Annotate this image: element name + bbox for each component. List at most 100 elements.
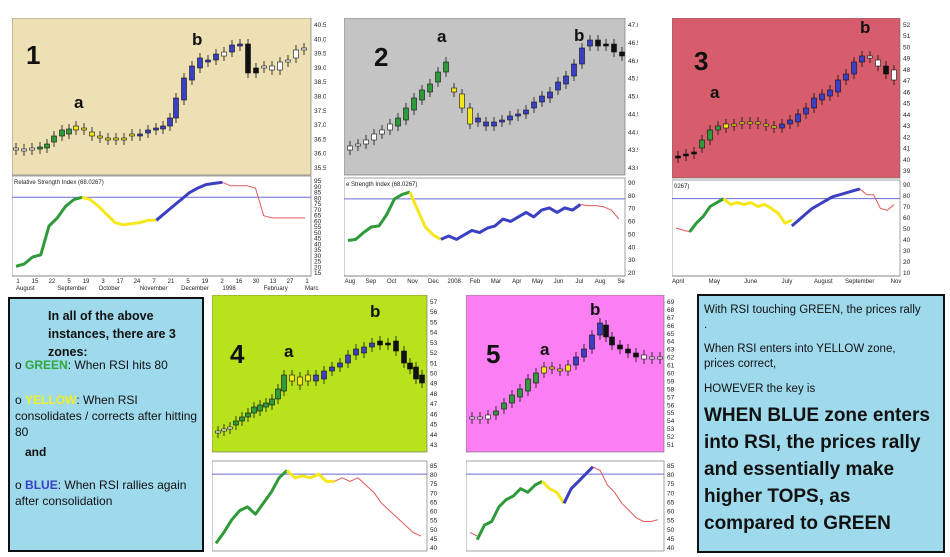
price-tick-label: 59 — [667, 378, 675, 385]
rsi-tick-label: 20 — [903, 259, 911, 266]
rsi-tick-label: 45 — [430, 536, 438, 543]
rsi-series-yellow — [408, 191, 442, 241]
candle-body — [649, 356, 655, 360]
price-tick-label: 65 — [667, 331, 675, 338]
panel-number-label: 4 — [230, 339, 245, 369]
x-tick-label: Oct — [387, 279, 397, 285]
candle-body — [345, 354, 351, 364]
candle-body — [563, 75, 569, 85]
price-tick-label: 41 — [903, 146, 911, 153]
x-month-label: August — [16, 286, 35, 292]
rsi-series-green — [347, 190, 411, 242]
candle-body — [723, 123, 729, 129]
rsi-tick-label: 60 — [628, 219, 636, 226]
candle-body — [369, 342, 375, 348]
price-tick-label: 45 — [430, 422, 438, 429]
blue-word: BLUE — [25, 478, 58, 492]
candle-body — [160, 125, 166, 130]
x-tick-label: Nov — [891, 279, 902, 285]
price-tick-label: 39.5 — [314, 51, 326, 58]
candle-body — [747, 121, 753, 125]
candle-body — [763, 123, 769, 127]
candle-body — [387, 123, 393, 131]
rsi-tick-label: 75 — [667, 481, 675, 488]
x-tick-label: Dec — [428, 279, 439, 285]
candle-body — [467, 107, 473, 125]
candle-body — [221, 428, 227, 432]
candle-body — [427, 83, 433, 93]
x-month-label: February — [264, 286, 288, 292]
rsi-title: Relative Strength Index (68.0267) — [14, 180, 104, 186]
x-tick-label: 24 — [134, 279, 141, 285]
candle-body — [105, 137, 111, 141]
candle-body — [347, 145, 353, 151]
rsi-series-blue — [562, 465, 594, 504]
rsi-tick-label: 70 — [314, 207, 322, 214]
rsi-series-green — [15, 195, 83, 268]
candle-body — [587, 39, 593, 47]
chart-panel-2: 2 a b 47.0 46.5 46.0 45.5 45.0 44.5 44.0 43.5 43.0 9… — [344, 18, 638, 293]
rsi-tick-label: 70 — [903, 204, 911, 211]
rsi-tick-label: 50 — [628, 231, 636, 238]
price-tick-label: 36.0 — [314, 151, 326, 158]
candle-body — [891, 69, 897, 81]
candle-body — [277, 61, 283, 71]
candle-body — [555, 81, 561, 91]
price-tick-label: 46.0 — [628, 58, 638, 65]
rsi-series-blue — [440, 203, 582, 241]
candle-body — [293, 49, 299, 59]
x-tick-label: 13 — [270, 279, 277, 285]
price-tick-label: 52 — [430, 350, 438, 357]
candle-body — [581, 348, 587, 358]
candle-body — [541, 366, 547, 374]
candle-body — [843, 73, 849, 81]
zones-explanation-box: In all of the above instances, there are… — [8, 297, 204, 552]
rsi-series-red — [334, 477, 422, 537]
yellow-zone-item: o YELLOW: When RSI consolidates / correc… — [15, 392, 205, 440]
candle-body — [145, 129, 151, 134]
candle-body — [153, 127, 159, 131]
candle-body — [883, 65, 889, 75]
chart-panel-5: 5 a b 69 68 67 66 65 64 63 62 61 60 59 58 57 56 55 54 53 52 5… — [466, 295, 696, 553]
rsi-tick-label: 25 — [314, 259, 322, 266]
candle-body — [451, 87, 457, 93]
x-tick-label: September — [845, 279, 874, 285]
candle-body — [263, 402, 269, 408]
x-tick-label: 15 — [32, 279, 39, 285]
rsi-tick-label: 60 — [430, 509, 438, 516]
rsi-series-red — [580, 204, 620, 220]
candle-body — [269, 65, 275, 71]
candle-body — [81, 127, 87, 131]
x-month-label: November — [140, 286, 168, 292]
candle-body — [403, 107, 409, 121]
price-tick-label: 40 — [903, 157, 911, 164]
price-tick-label: 56 — [667, 402, 675, 409]
candle-body — [229, 44, 235, 53]
rsi-tick-label: 60 — [903, 215, 911, 222]
rsi-series-yellow — [285, 469, 335, 483]
price-area-bg — [344, 18, 626, 176]
candle-body — [59, 129, 65, 137]
candle-body — [731, 123, 737, 127]
price-area-bg — [672, 18, 901, 179]
rsi-series-green — [214, 469, 289, 545]
x-tick-label: 16 — [236, 279, 243, 285]
bullet-icon: o — [15, 393, 22, 407]
candle-body — [699, 139, 705, 149]
candle-body — [557, 368, 563, 372]
and-text: and — [25, 445, 47, 459]
green-word: GREEN — [25, 358, 68, 372]
candle-body — [501, 402, 507, 410]
rsi-tick-label: 35 — [314, 247, 322, 254]
x-tick-label: April — [672, 279, 684, 285]
x-tick-label: June — [744, 279, 758, 285]
candle-body — [419, 89, 425, 101]
x-tick-label: 22 — [49, 279, 56, 285]
price-tick-label: 48 — [430, 391, 438, 398]
candle-body — [197, 57, 203, 69]
price-tick-label: 48 — [903, 67, 911, 74]
x-tick-label: Aug — [345, 279, 356, 285]
candle-body — [239, 416, 245, 422]
point-label-a: a — [284, 342, 294, 361]
price-tick-label: 40.5 — [314, 22, 326, 29]
